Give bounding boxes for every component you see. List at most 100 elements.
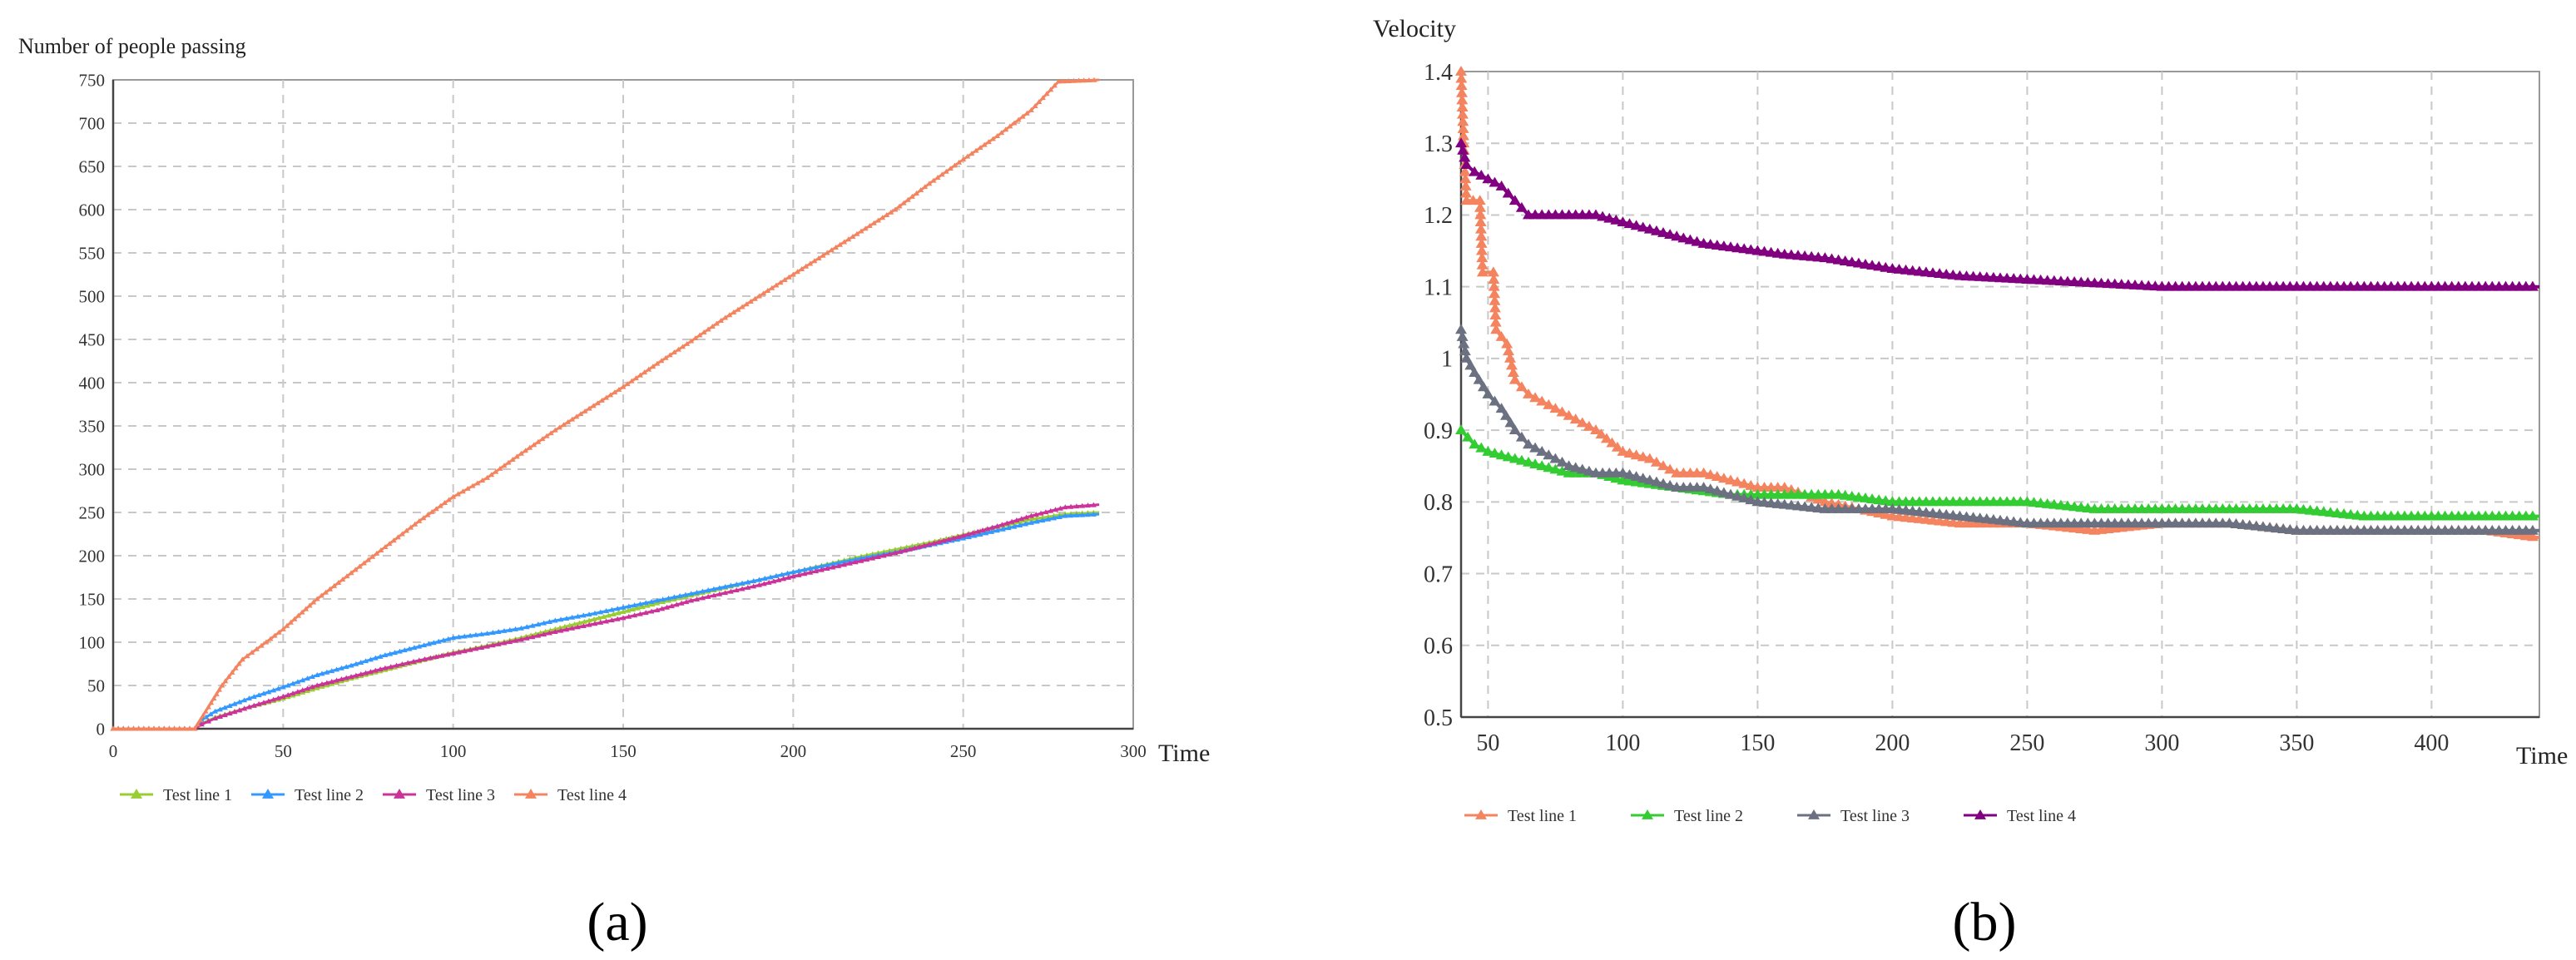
- panel-a-legend-label: Test line 4: [557, 786, 627, 804]
- panel-a-series-4: [110, 77, 1100, 731]
- panel-b-data-point: [1508, 424, 1521, 435]
- panel-a-data-point: [450, 651, 457, 656]
- panel-b-x-tick-label: 100: [1605, 730, 1640, 756]
- panel-a-data-point: [285, 682, 291, 688]
- panel-b-data-point: [1556, 465, 1568, 476]
- panel-b-data-point: [1475, 442, 1488, 453]
- panel-a-data-point: [166, 725, 172, 731]
- panel-a-data-point: [960, 532, 967, 538]
- panel-b-data-point: [1738, 478, 1751, 488]
- panel-a-data-point: [547, 430, 554, 436]
- panel-a-data-point: [378, 547, 384, 552]
- panel-b-data-point: [1725, 474, 1736, 485]
- panel-b-data-point: [1563, 460, 1575, 471]
- panel-b-data-point: [1623, 469, 1636, 479]
- panel-a-data-point: [683, 599, 690, 605]
- panel-a-data-point: [363, 658, 369, 664]
- panel-a-data-point: [1023, 514, 1030, 520]
- panel-a-data-point: [1045, 513, 1052, 519]
- panel-a-data-point: [858, 555, 864, 561]
- panel-a-data-point: [841, 239, 848, 245]
- panel-a-data-point: [535, 632, 542, 638]
- panel-b-data-point: [1852, 257, 1865, 268]
- panel-a-data-point: [314, 682, 320, 688]
- panel-a-data-point: [751, 295, 758, 301]
- panel-a-data-point: [751, 578, 757, 583]
- panel-a-data-point: [739, 586, 746, 591]
- panel-a-data-point: [880, 552, 887, 558]
- panel-a-data-point: [529, 634, 536, 640]
- panel-a-x-tick-label: 100: [440, 741, 467, 761]
- panel-a-data-point: [727, 582, 734, 588]
- panel-a-data-point: [790, 569, 796, 575]
- panel-b-data-point: [1474, 195, 1486, 205]
- panel-a-data-point: [760, 581, 767, 586]
- panel-a-data-point: [705, 593, 711, 599]
- panel-a-data-point: [906, 546, 913, 552]
- panel-a-data-point: [841, 558, 848, 564]
- panel-a-data-point: [245, 704, 252, 710]
- panel-a-data-point: [934, 175, 941, 180]
- panel-a-data-point: [722, 314, 729, 320]
- panel-a-data-point: [581, 618, 587, 624]
- panel-b-data-point: [1495, 331, 1508, 341]
- panel-a-data-point: [807, 566, 814, 572]
- panel-b-legend-marker: [1808, 809, 1820, 819]
- panel-a-data-point: [716, 591, 723, 596]
- panel-b-data-point: [1536, 445, 1548, 456]
- panel-a-data-point: [205, 704, 211, 710]
- panel-a-data-point: [727, 588, 734, 594]
- panel-a-data-point: [694, 589, 701, 595]
- panel-a-legend-label: Test line 3: [426, 786, 495, 804]
- panel-a-data-point: [586, 405, 592, 411]
- panel-a-data-point: [803, 263, 810, 269]
- panel-a-data-point: [850, 234, 856, 239]
- panel-a-data-point: [642, 600, 649, 606]
- panel-b-x-tick-label: 200: [1875, 730, 1910, 756]
- panel-a-data-point: [846, 560, 853, 566]
- panel-b-data-point: [1475, 245, 1488, 255]
- panel-a-data-point: [592, 621, 598, 626]
- panel-a-data-point: [711, 586, 717, 591]
- panel-a-data-point: [675, 346, 681, 352]
- panel-b-data-point: [1515, 454, 1528, 465]
- panel-b-data-point: [1457, 116, 1469, 126]
- panel-a-data-point: [1003, 126, 1009, 132]
- panel-b-data-point: [1489, 309, 1502, 320]
- panel-b-data-point: [1590, 209, 1602, 220]
- panel-b-data-point: [1508, 195, 1521, 205]
- panel-a-data-point: [501, 463, 508, 468]
- panel-a-data-point: [662, 354, 669, 360]
- panel-a-data-point: [377, 666, 384, 672]
- panel-a-data-point: [626, 613, 632, 619]
- panel-a-data-point: [973, 147, 979, 153]
- panel-a-data-point: [1023, 517, 1029, 523]
- panel-a-data-point: [699, 588, 706, 594]
- panel-a-data-point: [733, 581, 740, 587]
- panel-a-data-point: [249, 649, 255, 655]
- panel-a-data-point: [765, 288, 771, 293]
- panel-a-data-point: [438, 652, 445, 658]
- panel-a-data-point: [747, 299, 754, 304]
- panel-a-data-point: [221, 705, 228, 710]
- panel-a-data-point: [255, 700, 262, 706]
- panel-b-data-point: [1457, 122, 1469, 133]
- panel-a-data-point: [628, 378, 635, 384]
- panel-b-data-point: [1643, 453, 1656, 463]
- panel-a-data-point: [722, 590, 729, 596]
- panel-a-data-point: [801, 567, 808, 572]
- panel-a-data-point: [846, 557, 853, 563]
- panel-a-data-point: [478, 645, 485, 651]
- panel-a-data-point: [620, 609, 627, 615]
- panel-b-data-point: [1476, 266, 1489, 277]
- panel-a-data-point: [717, 318, 724, 323]
- panel-b-data-point: [1489, 176, 1501, 187]
- panel-b-data-point: [1523, 388, 1534, 398]
- panel-a-data-point: [926, 541, 933, 547]
- panel-a-data-point: [560, 422, 567, 428]
- panel-a-y-tick-label: 300: [79, 459, 106, 479]
- panel-a-data-point: [1051, 82, 1058, 88]
- panel-a-data-point: [601, 614, 607, 619]
- panel-a-data-point: [1086, 77, 1092, 82]
- panel-a-data-point: [265, 689, 272, 695]
